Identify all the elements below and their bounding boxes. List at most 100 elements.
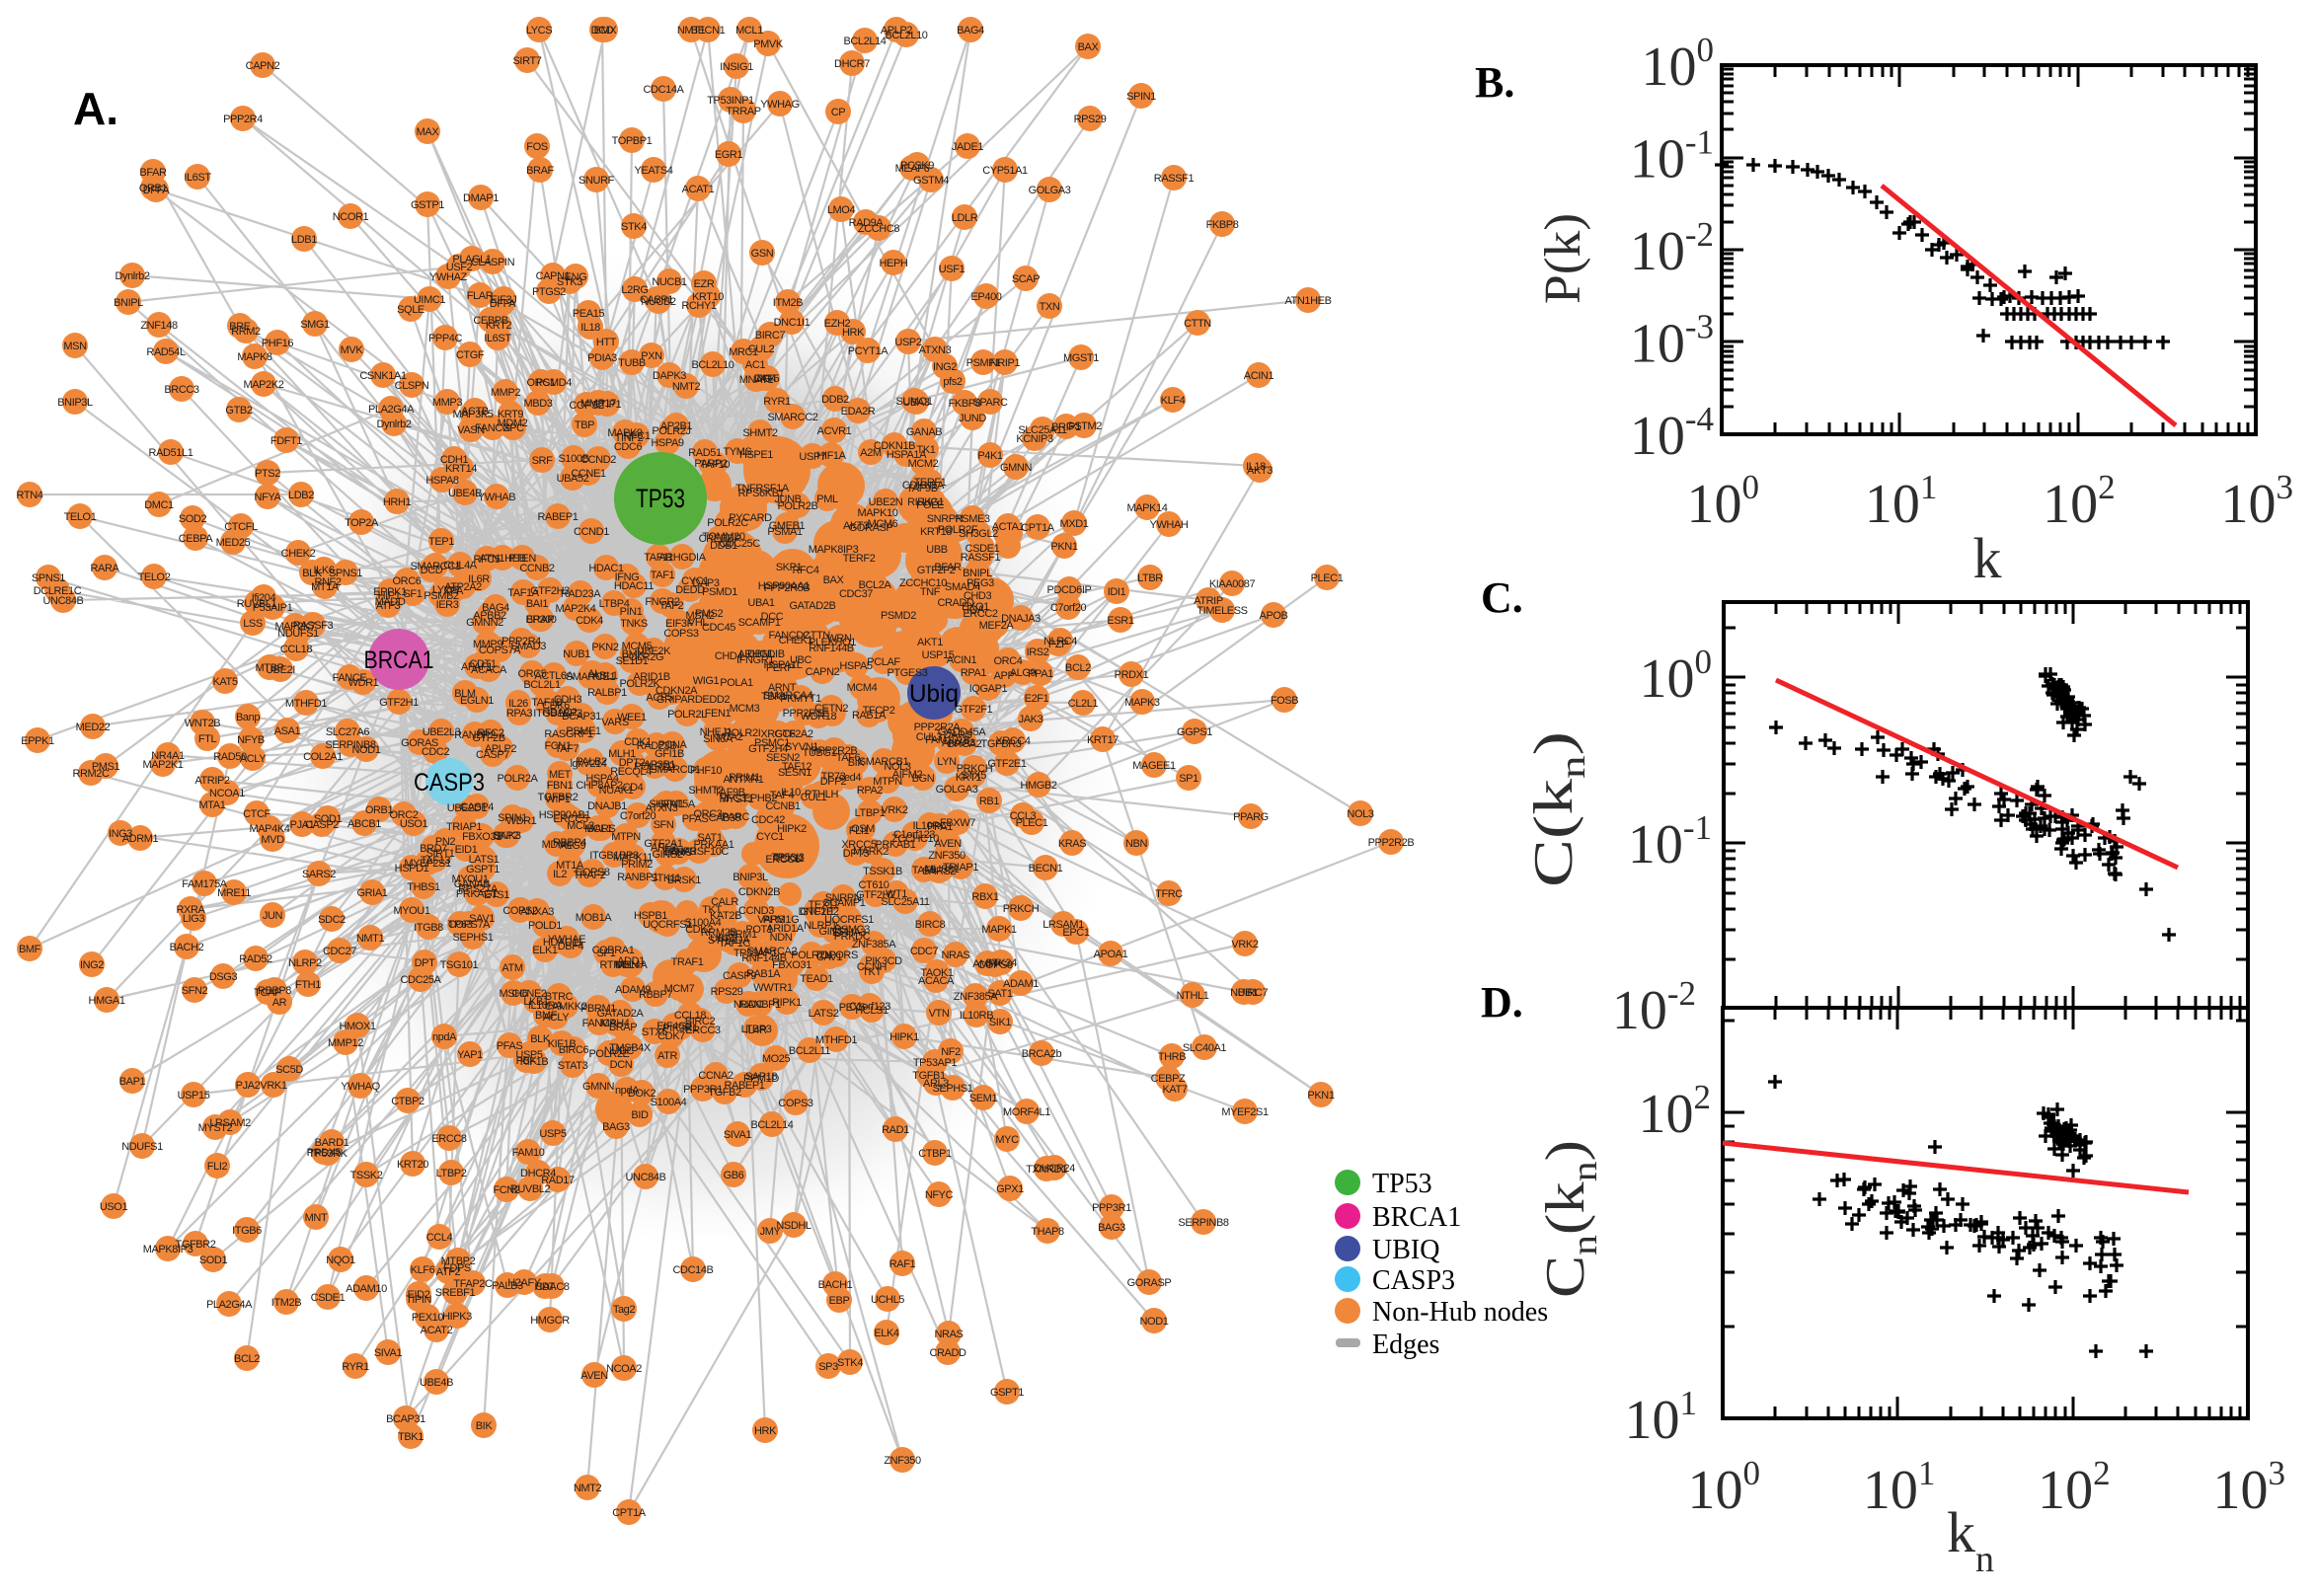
svg-text:ATXN3: ATXN3 bbox=[646, 802, 678, 814]
svg-text:YWHAH: YWHAH bbox=[1150, 519, 1189, 531]
svg-text:Dynlrb2: Dynlrb2 bbox=[115, 270, 149, 282]
svg-text:MAP2K1: MAP2K1 bbox=[142, 759, 183, 771]
svg-text:TAF9: TAF9 bbox=[912, 865, 937, 876]
svg-text:Edges: Edges bbox=[1372, 1330, 1439, 1360]
svg-text:NOD1: NOD1 bbox=[1140, 1316, 1169, 1328]
svg-text:WEE1: WEE1 bbox=[617, 712, 647, 723]
svg-text:INSIG1: INSIG1 bbox=[720, 61, 753, 73]
svg-text:KRT18: KRT18 bbox=[920, 526, 952, 538]
svg-text:SAT1: SAT1 bbox=[697, 832, 722, 844]
svg-text:ACTA1: ACTA1 bbox=[992, 521, 1025, 533]
svg-text:POLR2G: POLR2G bbox=[622, 651, 663, 663]
svg-text:CAPN2: CAPN2 bbox=[246, 60, 280, 72]
svg-text:CASP4: CASP4 bbox=[460, 801, 494, 813]
svg-text:HIF1A: HIF1A bbox=[816, 450, 846, 462]
svg-text:MDM4: MDM4 bbox=[542, 839, 573, 851]
svg-text:ATR: ATR bbox=[657, 1050, 677, 1062]
svg-text:PEG3: PEG3 bbox=[966, 577, 994, 589]
svg-text:HSPE1: HSPE1 bbox=[739, 449, 773, 461]
svg-text:TEX11: TEX11 bbox=[809, 899, 839, 911]
svg-text:k: k bbox=[1973, 526, 2002, 590]
svg-text:IL10RB: IL10RB bbox=[960, 1010, 993, 1022]
svg-text:POLD1: POLD1 bbox=[528, 920, 562, 932]
svg-text:SHFM1: SHFM1 bbox=[649, 798, 684, 810]
svg-text:GTB2: GTB2 bbox=[225, 405, 252, 417]
svg-text:WDR18: WDR18 bbox=[801, 711, 837, 722]
svg-text:FOSB: FOSB bbox=[1271, 695, 1298, 707]
svg-text:JUND: JUND bbox=[959, 413, 986, 424]
svg-text:SMG1: SMG1 bbox=[300, 319, 330, 331]
svg-text:WIP1: WIP1 bbox=[545, 794, 571, 805]
svg-text:CAPN1: CAPN1 bbox=[536, 270, 571, 282]
svg-text:FANCD2: FANCD2 bbox=[769, 630, 810, 642]
svg-text:UBL4A: UBL4A bbox=[615, 959, 649, 971]
svg-text:TMSB4X: TMSB4X bbox=[609, 1042, 652, 1054]
svg-text:LKB1: LKB1 bbox=[523, 996, 549, 1008]
svg-text:CDC27: CDC27 bbox=[323, 946, 356, 957]
svg-text:BRD7: BRD7 bbox=[420, 843, 447, 855]
svg-text:SMAD4: SMAD4 bbox=[945, 581, 980, 593]
svg-text:RAD23B: RAD23B bbox=[637, 740, 676, 752]
svg-text:CCL3: CCL3 bbox=[1010, 810, 1037, 822]
svg-text:RARA: RARA bbox=[91, 563, 120, 574]
svg-text:BCAP31: BCAP31 bbox=[386, 1413, 425, 1425]
svg-text:PPP2R5B: PPP2R5B bbox=[764, 582, 811, 594]
svg-text:Ifi204: Ifi204 bbox=[252, 592, 276, 604]
svg-text:TELO1: TELO1 bbox=[64, 511, 97, 523]
svg-text:ATN1HEB: ATN1HEB bbox=[479, 553, 525, 565]
svg-text:ACLY: ACLY bbox=[543, 1012, 570, 1024]
svg-text:BAP1: BAP1 bbox=[119, 1076, 146, 1088]
svg-text:TAF13: TAF13 bbox=[421, 855, 450, 867]
svg-text:COPS3: COPS3 bbox=[778, 1098, 813, 1109]
svg-text:CYP51A1: CYP51A1 bbox=[982, 165, 1028, 177]
svg-text:RB1: RB1 bbox=[979, 796, 999, 807]
svg-text:OSM: OSM bbox=[851, 823, 875, 835]
svg-text:PRKCH: PRKCH bbox=[957, 763, 993, 775]
svg-text:MAP4K4: MAP4K4 bbox=[249, 823, 289, 835]
svg-text:APP: APP bbox=[994, 670, 1015, 682]
svg-text:NDUFS1: NDUFS1 bbox=[277, 628, 319, 640]
svg-text:SMARCB1: SMARCB1 bbox=[859, 756, 909, 768]
svg-text:PPP2R2B: PPP2R2B bbox=[811, 745, 858, 757]
svg-text:USP5: USP5 bbox=[539, 1128, 566, 1140]
svg-text:MTPN: MTPN bbox=[611, 831, 641, 843]
svg-text:HSPA5: HSPA5 bbox=[839, 660, 873, 672]
svg-text:POLR2D: POLR2D bbox=[634, 761, 675, 773]
svg-text:ATF3: ATF3 bbox=[376, 600, 401, 612]
svg-text:SIVA1: SIVA1 bbox=[724, 1129, 752, 1141]
svg-text:COBRA1: COBRA1 bbox=[592, 945, 635, 956]
svg-text:THAP8: THAP8 bbox=[1031, 1226, 1064, 1238]
svg-text:POLA1: POLA1 bbox=[720, 677, 753, 689]
svg-text:MRE11: MRE11 bbox=[217, 887, 251, 899]
svg-text:BMF: BMF bbox=[19, 944, 41, 955]
svg-text:CT610: CT610 bbox=[858, 879, 888, 891]
svg-text:CDH1: CDH1 bbox=[440, 454, 469, 466]
svg-text:RNF2: RNF2 bbox=[314, 576, 341, 588]
svg-text:JUN: JUN bbox=[263, 910, 283, 922]
svg-text:BFAR: BFAR bbox=[934, 562, 962, 573]
svg-text:GANAB: GANAB bbox=[906, 426, 943, 438]
svg-text:RPS29: RPS29 bbox=[1074, 114, 1107, 125]
svg-text:EPHA3: EPHA3 bbox=[832, 927, 866, 939]
svg-text:FKBP8: FKBP8 bbox=[1206, 219, 1239, 231]
svg-text:CDKN2B: CDKN2B bbox=[738, 886, 780, 898]
svg-text:SMAD3: SMAD3 bbox=[510, 641, 546, 652]
svg-text:MAP2K4: MAP2K4 bbox=[555, 603, 595, 615]
svg-text:ARNT: ARNT bbox=[768, 682, 797, 694]
svg-text:WRN: WRN bbox=[826, 633, 852, 645]
svg-text:STIP1: STIP1 bbox=[593, 399, 622, 411]
svg-text:PZP: PZP bbox=[1048, 639, 1068, 650]
svg-text:CDK1: CDK1 bbox=[624, 736, 652, 748]
svg-text:LRSAM1: LRSAM1 bbox=[1042, 919, 1084, 931]
svg-text:CD4: CD4 bbox=[623, 782, 644, 794]
svg-text:YAP1: YAP1 bbox=[457, 1049, 483, 1061]
svg-text:BFAR: BFAR bbox=[139, 167, 167, 179]
svg-text:BAG3: BAG3 bbox=[1098, 1222, 1125, 1234]
svg-text:CCNE2: CCNE2 bbox=[511, 988, 547, 1000]
svg-text:CHEK2: CHEK2 bbox=[281, 548, 316, 560]
svg-text:GTF2H1: GTF2H1 bbox=[379, 697, 419, 709]
svg-text:HRH1: HRH1 bbox=[383, 496, 412, 508]
svg-text:NLRC4: NLRC4 bbox=[1043, 636, 1077, 647]
svg-text:NTHL1: NTHL1 bbox=[1177, 990, 1209, 1002]
svg-text:CCNE1: CCNE1 bbox=[571, 468, 606, 480]
